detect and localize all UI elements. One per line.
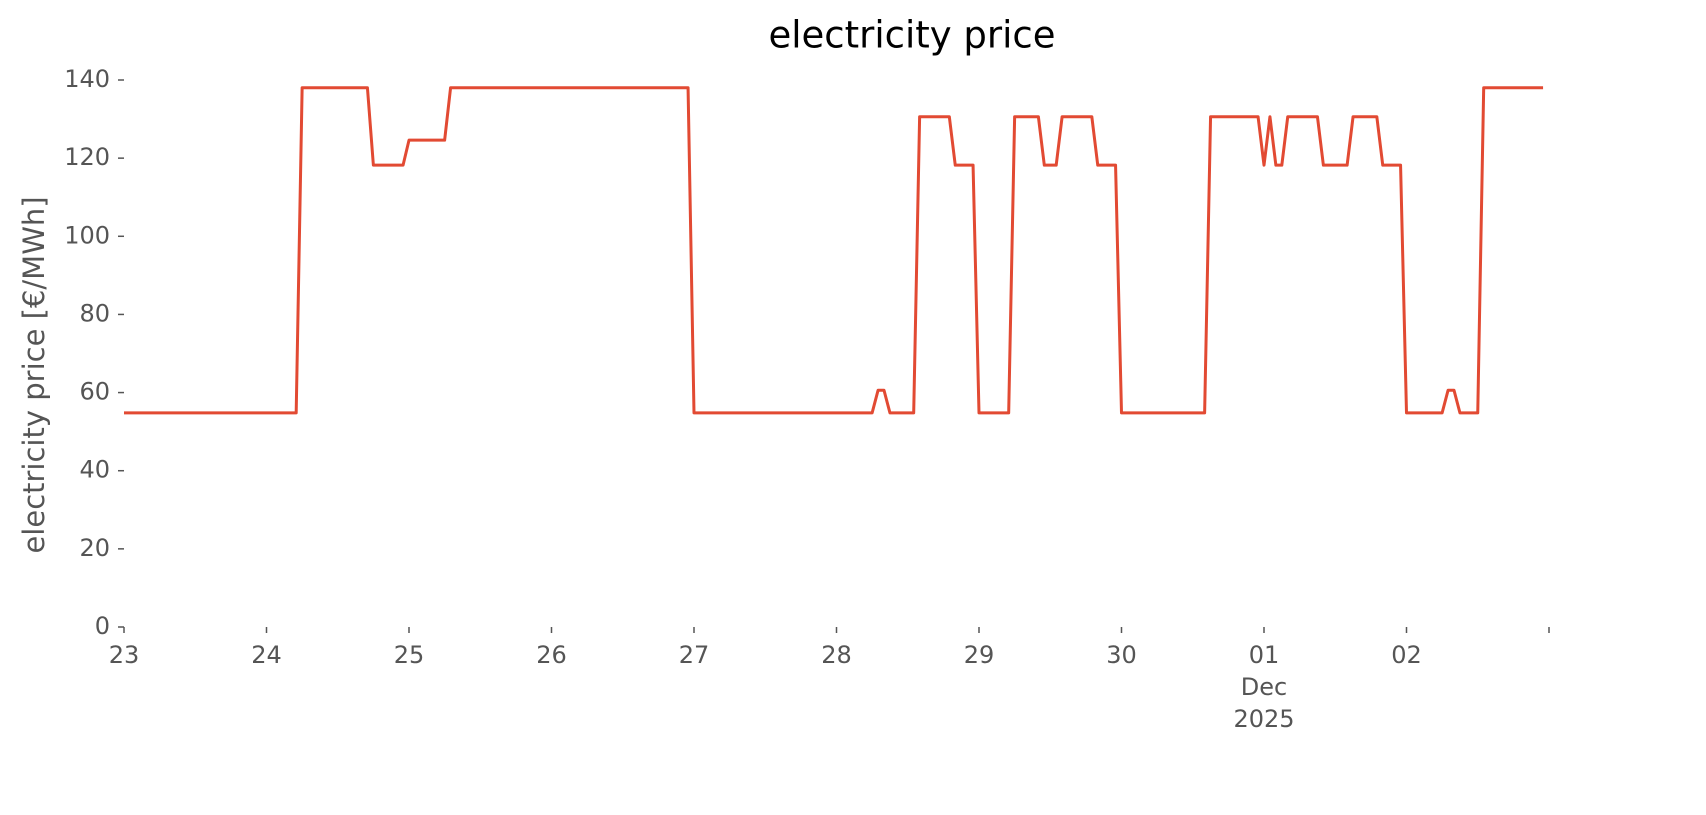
y-tick-label: 80 bbox=[79, 299, 110, 327]
y-axis-label: electricity price [€/MWh] bbox=[17, 196, 51, 553]
price-line bbox=[124, 86, 1544, 415]
x-tick-label: 02 bbox=[1391, 641, 1422, 669]
x-tick-label: 28 bbox=[821, 641, 852, 669]
x-tick-label: 01 Dec 2025 bbox=[1233, 641, 1295, 733]
x-tick-label: 26 bbox=[536, 641, 567, 669]
x-tick-label: 29 bbox=[963, 641, 995, 669]
x-tick-label: 27 bbox=[678, 641, 710, 669]
x-tick-label: 23 bbox=[108, 641, 140, 669]
x-tick-label: 25 bbox=[393, 641, 425, 669]
x-tick-label: 24 bbox=[251, 641, 282, 669]
y-tick-label: 120 bbox=[64, 143, 110, 171]
y-tick-label: 60 bbox=[79, 378, 110, 406]
y-tick-label: 100 bbox=[64, 221, 110, 249]
y-tick-label: 0 bbox=[95, 612, 110, 640]
y-tick-label: 20 bbox=[79, 534, 110, 562]
chart-title: electricity price bbox=[768, 14, 1055, 57]
y-tick-label: 140 bbox=[64, 65, 110, 93]
y-tick-label: 40 bbox=[79, 456, 110, 484]
x-tick-label: 30 bbox=[1106, 641, 1137, 669]
